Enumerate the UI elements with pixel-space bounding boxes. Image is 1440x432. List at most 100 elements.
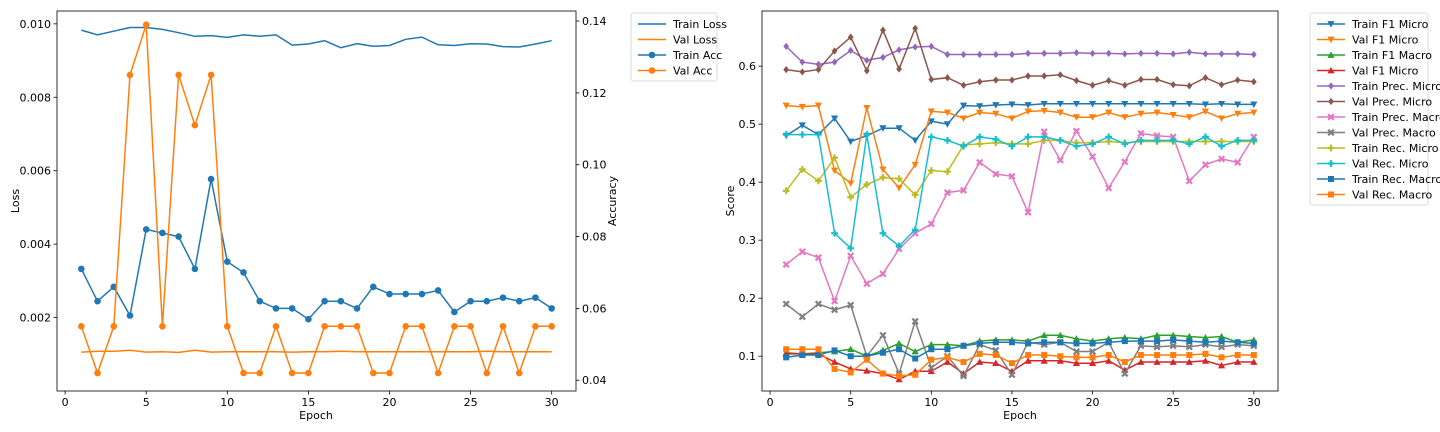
score-chart: 0 5 10 15 20 25 30 0.1 0.2 0.3 0.4 0.5 0.6 Epoch Sco… — [724, 10, 1440, 422]
data-point-val-prec-micro-5 — [815, 65, 822, 74]
data-point-train-acc — [159, 229, 166, 237]
data-point-val-acc — [272, 323, 280, 330]
data-point-train-f1-macro-2 — [1056, 331, 1064, 339]
y-tick-label-left: 0.006 — [20, 165, 52, 178]
data-point-val-f1-micro-1 — [1217, 115, 1226, 122]
plot-frame — [56, 10, 577, 392]
data-point-train-rec-macro-10 — [1202, 339, 1209, 346]
data-point-val-rec-micro-9 — [815, 131, 822, 138]
data-point-val-prec-macro-7 — [1185, 343, 1193, 351]
data-point-val-f1-micro-3 — [1185, 358, 1193, 365]
data-point-val-f1-micro-3 — [943, 358, 952, 365]
legend-marker-train-rec-micro — [1327, 144, 1335, 152]
data-point-train-rec-macro-10 — [847, 353, 854, 360]
data-point-train-f1-micro-0 — [1250, 101, 1258, 109]
data-point-val-rec-micro-9 — [879, 229, 887, 237]
data-point-val-rec-macro-11 — [783, 346, 790, 353]
data-point-val-rec-micro-9 — [911, 226, 919, 234]
data-point-train-prec-micro-4 — [1025, 49, 1031, 57]
data-point-val-rec-micro-9 — [831, 229, 838, 237]
data-point-val-f1-micro-1 — [927, 108, 935, 115]
legend-label-train-prec-micro: Train Prec. Micro — [1351, 80, 1440, 93]
data-point-train-prec-macro-6 — [1024, 208, 1032, 216]
data-point-val-f1-micro-3 — [1234, 358, 1242, 365]
data-point-val-f1-micro-3 — [927, 367, 935, 375]
data-point-train-rec-micro-8 — [863, 181, 871, 188]
data-point-val-prec-micro-5 — [1218, 81, 1225, 89]
data-point-val-rec-macro-11 — [896, 372, 903, 379]
data-point-train-f1-micro-0 — [1217, 100, 1226, 108]
data-point-val-prec-micro-5 — [992, 76, 999, 84]
legend-label-train-rec-micro: Train Rec. Micro — [1351, 142, 1439, 155]
data-point-val-prec-micro-5 — [1154, 75, 1160, 84]
data-point-train-rec-macro-10 — [1073, 340, 1080, 347]
data-point-train-rec-macro-10 — [976, 340, 983, 347]
data-point-train-acc — [78, 265, 85, 273]
data-point-train-rec-micro-8 — [815, 177, 822, 185]
data-point-val-prec-micro-5 — [1234, 76, 1241, 84]
data-point-val-prec-macro-7 — [1121, 370, 1129, 378]
data-point-val-rec-micro-9 — [1024, 133, 1032, 141]
data-point-val-acc — [288, 369, 296, 377]
y-tick-label: 0.4 — [739, 176, 757, 189]
data-point-val-prec-macro-7 — [1072, 347, 1081, 356]
y-tick-label: 0.5 — [739, 118, 757, 131]
data-point-val-f1-micro-3 — [1056, 357, 1064, 364]
data-point-val-rec-macro-11 — [1137, 352, 1144, 359]
data-point-train-rec-macro-10 — [912, 355, 919, 362]
data-point-val-f1-micro-1 — [1121, 114, 1129, 121]
data-point-train-rec-micro-8 — [1024, 140, 1032, 148]
data-point-val-rec-micro-9 — [976, 133, 984, 141]
data-point-val-f1-micro-3 — [1088, 359, 1097, 367]
data-point-val-f1-micro-3 — [1250, 358, 1258, 365]
data-point-train-prec-macro-6 — [782, 260, 790, 269]
data-point-train-f1-micro-0 — [1088, 100, 1097, 108]
data-point-val-acc — [418, 323, 426, 330]
data-point-val-rec-macro-11 — [879, 370, 886, 377]
y-tick-label-right: 0.14 — [582, 15, 607, 28]
data-point-val-prec-micro-5 — [1089, 81, 1096, 89]
data-point-val-f1-micro-3 — [830, 358, 839, 365]
data-point-train-acc — [548, 305, 555, 312]
legend-marker-train-f1-micro — [1327, 21, 1335, 28]
data-point-val-prec-micro-5 — [831, 47, 838, 55]
legend-label-train-rec-macro: Train Rec. Macro — [1351, 173, 1440, 186]
data-point-val-rec-micro-9 — [1040, 133, 1048, 141]
data-point-train-prec-micro-4 — [1041, 49, 1048, 57]
series-line-val-acc — [80, 24, 552, 376]
legend-marker-val-prec-macro — [1327, 128, 1335, 137]
data-point-train-prec-macro-6 — [1040, 128, 1048, 136]
data-point-train-f1-macro-2 — [1153, 331, 1161, 339]
data-point-val-acc — [240, 369, 247, 377]
data-point-val-prec-macro-7 — [798, 313, 806, 321]
data-point-train-f1-macro-2 — [895, 339, 903, 347]
data-point-train-prec-macro-6 — [830, 297, 839, 305]
data-point-val-rec-micro-9 — [992, 135, 1000, 143]
data-point-train-prec-macro-6 — [992, 170, 1000, 178]
data-point-val-prec-micro-5 — [976, 78, 983, 86]
data-point-val-rec-macro-11 — [992, 352, 999, 359]
data-point-val-acc — [515, 369, 523, 377]
data-point-train-acc — [191, 265, 199, 273]
data-point-val-f1-micro-1 — [895, 185, 903, 192]
data-point-val-prec-micro-5 — [960, 81, 967, 89]
data-point-val-prec-macro-7 — [1153, 343, 1161, 351]
data-point-train-f1-micro-0 — [1056, 100, 1064, 108]
data-point-train-rec-macro-10 — [992, 339, 999, 346]
data-point-train-f1-micro-0 — [1121, 100, 1129, 108]
legend-marker-train-prec-macro — [1327, 113, 1335, 121]
data-point-val-f1-micro-3 — [1040, 357, 1048, 364]
data-point-val-prec-micro-5 — [1170, 81, 1177, 89]
data-point-val-rec-micro-9 — [944, 136, 951, 144]
data-point-val-prec-micro-5 — [847, 33, 854, 41]
data-point-val-prec-macro-7 — [879, 331, 887, 339]
legend-marker-train-acc — [648, 51, 656, 59]
data-point-train-prec-micro-4 — [944, 50, 951, 59]
data-point-val-prec-micro-5 — [1202, 74, 1209, 82]
data-point-val-f1-micro-3 — [976, 358, 984, 365]
data-point-val-prec-micro-5 — [1105, 77, 1112, 85]
data-point-val-acc — [353, 323, 361, 330]
x-tick-label: 25 — [464, 396, 478, 409]
data-point-val-rec-macro-11 — [1170, 352, 1177, 359]
data-point-val-f1-micro-3 — [1024, 357, 1032, 364]
